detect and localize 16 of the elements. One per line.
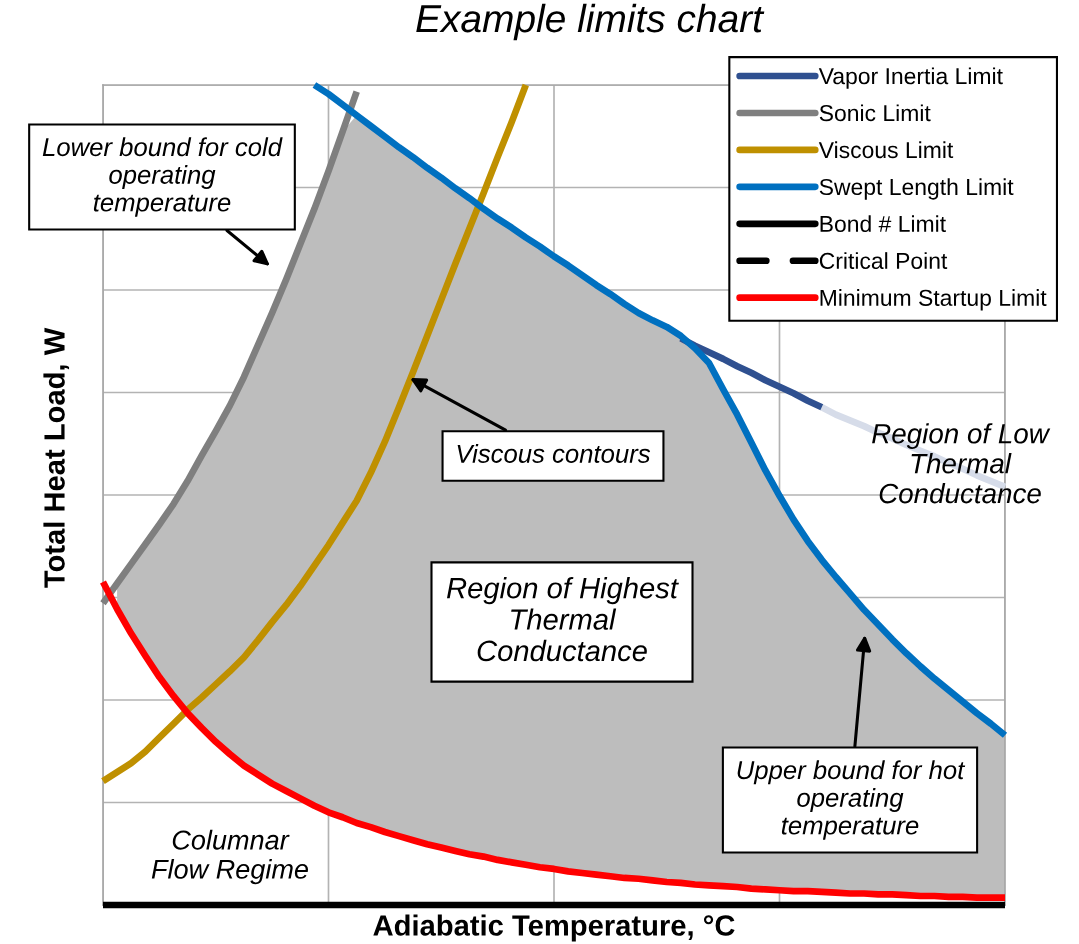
legend-label: Critical Point <box>819 252 948 269</box>
annotation: Viscous contours <box>457 444 651 463</box>
legend-label: Viscous Limit <box>818 141 954 159</box>
annotation: Region of Highest Thermal Conductance <box>446 576 679 662</box>
x-axis-title: Adiabatic Temperature, °C <box>373 914 735 942</box>
annotation: Lower bound for cold operating temperature <box>42 137 283 217</box>
legend-label: Bond # Limit <box>820 215 946 233</box>
annotation: Region of Low Thermal Conductance <box>872 423 1051 504</box>
annotation: Columnar Flow Regime <box>151 829 309 885</box>
legend-label: Sonic Limit <box>819 104 931 122</box>
legend-label: Vapor Inertia Limit <box>818 67 1003 89</box>
legend-label: Minimum Startup Limit <box>820 289 1047 311</box>
y-axis-title: Total Heat Load, W <box>43 327 70 588</box>
chart-title: Example limits chart <box>416 3 765 41</box>
legend-label: Swept Length Limit <box>819 178 1014 200</box>
annotation: Upper bound for hot operating temperature <box>737 760 966 840</box>
